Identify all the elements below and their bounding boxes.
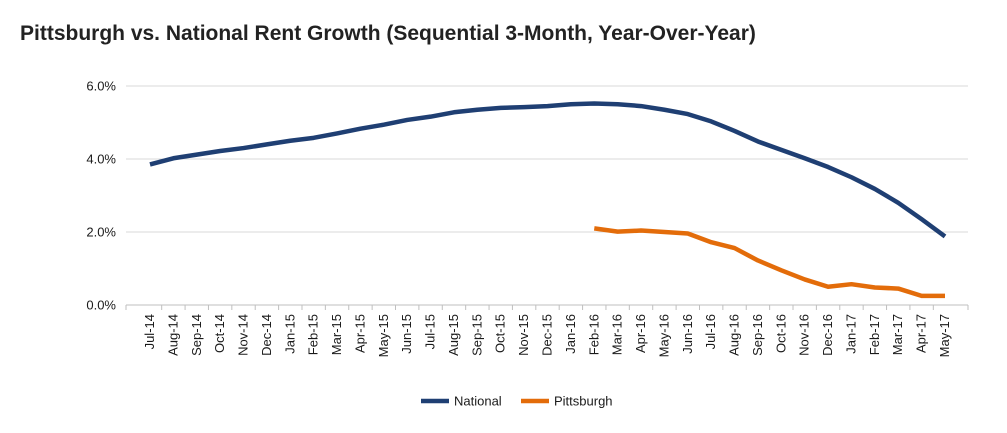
x-tick-label: Sep-15: [469, 314, 484, 356]
y-tick-label: 2.0%: [86, 225, 116, 240]
x-tick-label: Jun-15: [399, 314, 414, 354]
x-tick-label: Nov-15: [516, 314, 531, 356]
x-tick-label: May-15: [376, 314, 391, 357]
axes: [125, 304, 969, 310]
x-tick-label: Jan-17: [843, 314, 858, 354]
x-tick-label: Jun-16: [680, 314, 695, 354]
legend-label-national: National: [454, 394, 502, 409]
x-tick-label: Apr-15: [352, 314, 367, 353]
x-tick-label: Feb-16: [586, 314, 601, 355]
x-tick-label: Jul-14: [142, 314, 157, 349]
x-tick-label: Dec-16: [820, 314, 835, 356]
x-tick-label: Feb-17: [867, 314, 882, 355]
x-tick-label: Oct-14: [212, 314, 227, 353]
x-tick-label: Oct-16: [773, 314, 788, 353]
chart-title: Pittsburgh vs. National Rent Growth (Seq…: [20, 22, 756, 45]
x-tick-label: Jan-15: [282, 314, 297, 354]
x-tick-label: Feb-15: [306, 314, 321, 355]
y-tick-label: 0.0%: [86, 298, 116, 313]
x-tick-label: Mar-16: [610, 314, 625, 355]
x-tick-label: Jan-16: [563, 314, 578, 354]
x-tick-label: Dec-14: [259, 314, 274, 356]
x-tick-label: Dec-15: [540, 314, 555, 356]
y-tick-label: 6.0%: [86, 79, 116, 94]
x-axis-tick-labels: Jul-14 Aug-14 Sep-14 Oct-14 Nov-14 Dec-14 Jan-…: [142, 314, 952, 357]
x-tick-label: Sep-16: [750, 314, 765, 356]
x-tick-label: Oct-15: [493, 314, 508, 353]
x-tick-label: Mar-17: [890, 314, 905, 355]
x-tick-label: Sep-14: [189, 314, 204, 356]
x-tick-label: Jul-15: [423, 314, 438, 349]
series-line-pittsburgh: [593, 226, 945, 299]
y-tick-label: 4.0%: [86, 152, 116, 167]
x-tick-label: Mar-15: [329, 314, 344, 355]
legend-label-pittsburgh: Pittsburgh: [554, 394, 613, 409]
y-axis-tick-labels: 0.0% 2.0% 4.0% 6.0%: [86, 79, 116, 313]
x-tick-label: Nov-14: [236, 314, 251, 356]
series-line-national: [149, 101, 947, 239]
x-tick-label: May-17: [937, 314, 952, 357]
x-tick-label: May-16: [656, 314, 671, 357]
x-tick-label: Jul-16: [703, 314, 718, 349]
series-lines: [149, 101, 947, 299]
gridlines: [126, 85, 968, 233]
x-tick-label: Apr-16: [633, 314, 648, 353]
x-tick-label: Apr-17: [914, 314, 929, 353]
x-tick-label: Aug-14: [165, 314, 180, 356]
x-tick-label: Aug-16: [727, 314, 742, 356]
x-tick-label: Nov-16: [797, 314, 812, 356]
legend: National Pittsburgh: [421, 394, 613, 409]
x-tick-label: Aug-15: [446, 314, 461, 356]
